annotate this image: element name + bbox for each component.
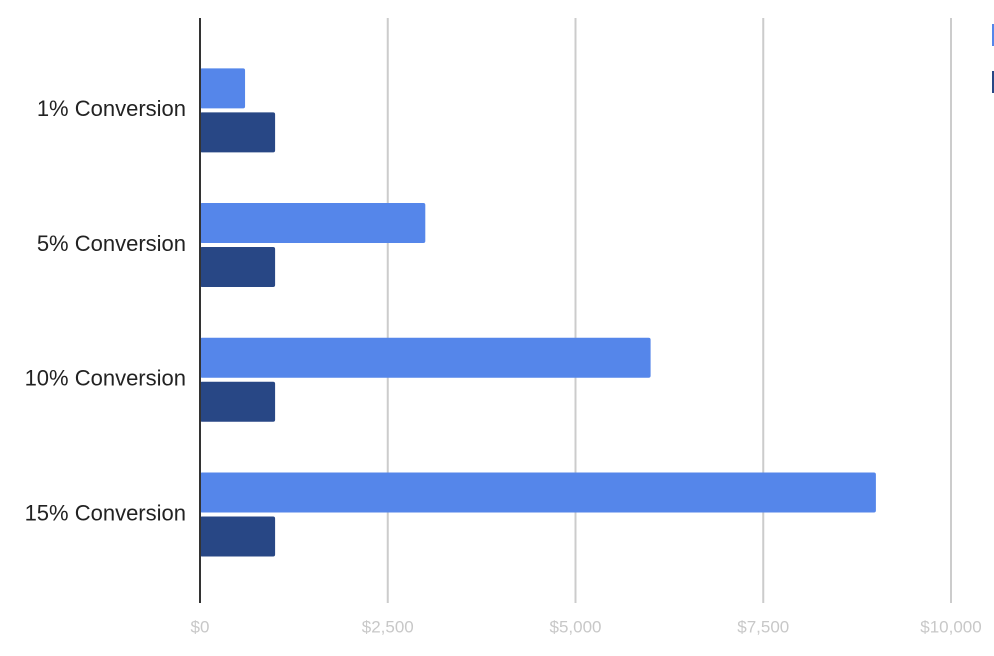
x-tick-label: $2,500 xyxy=(362,617,414,636)
bar xyxy=(200,337,651,378)
x-tick-label: $0 xyxy=(191,617,210,636)
y-tick-label: 15% Conversion xyxy=(25,500,186,525)
bar xyxy=(200,381,276,422)
bar xyxy=(200,472,876,513)
x-tick-label: $10,000 xyxy=(920,617,981,636)
bar xyxy=(200,112,276,153)
legend-swatch xyxy=(992,24,994,46)
x-tick-label: $7,500 xyxy=(737,617,789,636)
bar xyxy=(200,203,426,244)
y-tick-label: 5% Conversion xyxy=(37,231,186,256)
x-tick-label: $5,000 xyxy=(550,617,602,636)
y-tick-label: 10% Conversion xyxy=(25,366,186,391)
bar xyxy=(200,68,246,109)
y-tick-label: 1% Conversion xyxy=(37,96,186,121)
bar xyxy=(200,247,276,288)
legend-swatch xyxy=(992,71,994,93)
bar xyxy=(200,516,276,557)
